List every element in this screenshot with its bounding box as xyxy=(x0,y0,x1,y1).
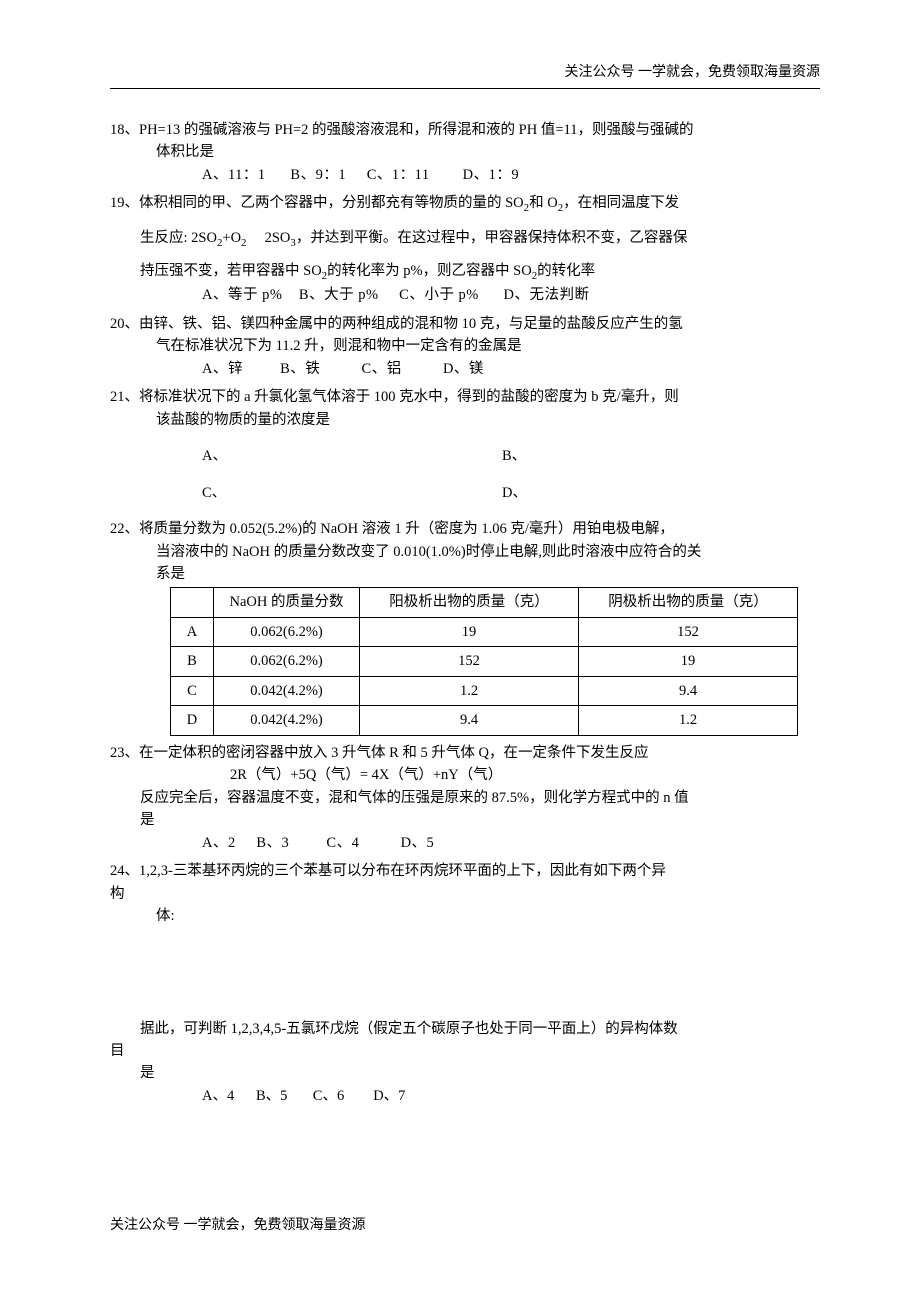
q19-l3-mid: 的转化率为 p%，则乙容器中 SO xyxy=(327,263,532,279)
q21-line2: 该盐酸的物质的量的浓度是 xyxy=(110,409,820,431)
th-3: 阴极析出物的质量（克） xyxy=(579,588,798,617)
q19-l2-m2: 2SO xyxy=(246,230,290,246)
q19-l3-post: 的转化率 xyxy=(537,263,595,279)
cell: C xyxy=(171,676,214,705)
cell: 1.2 xyxy=(579,706,798,735)
q21-opt-c: C、 xyxy=(202,482,502,504)
q18-line2: 体积比是 xyxy=(110,141,820,163)
question-24: 24、1,2,3-三苯基环丙烷的三个苯基可以分布在环丙烷环平面的上下，因此有如下… xyxy=(110,860,820,1107)
question-18: 18、PH=13 的强碱溶液与 PH=2 的强酸溶液混和，所得混和液的 PH 值… xyxy=(110,119,820,186)
q20-line2: 气在标准状况下为 11.2 升，则混和物中一定含有的金属是 xyxy=(110,335,820,357)
question-20: 20、由锌、铁、铝、镁四种金属中的两种组成的混和物 10 克，与足量的盐酸反应产… xyxy=(110,313,820,380)
table-row: B 0.062(6.2%) 152 19 xyxy=(171,647,798,676)
q19-line3: 持压强不变，若甲容器中 SO2的转化率为 p%，则乙容器中 SO2的转化率 xyxy=(110,260,820,285)
cell: 152 xyxy=(360,647,579,676)
q20-line1: 20、由锌、铁、铝、镁四种金属中的两种组成的混和物 10 克，与足量的盐酸反应产… xyxy=(110,313,820,335)
cell: 152 xyxy=(579,617,798,646)
cell: 0.042(4.2%) xyxy=(214,676,360,705)
q19-line2: 生反应: 2SO2+O2 2SO3，并达到平衡。在这过程中，甲容器保持体积不变，… xyxy=(110,227,820,252)
cell: 0.062(6.2%) xyxy=(214,617,360,646)
q22-table: NaOH 的质量分数 阳极析出物的质量（克） 阴极析出物的质量（克） A 0.0… xyxy=(170,587,798,735)
page-footer: 关注公众号 一学就会，免费领取海量资源 xyxy=(110,1215,366,1237)
q21-opt-b: B、 xyxy=(502,445,802,467)
cell: 19 xyxy=(360,617,579,646)
q18-line1: 18、PH=13 的强碱溶液与 PH=2 的强酸溶液混和，所得混和液的 PH 值… xyxy=(110,119,820,141)
cell: 0.042(4.2%) xyxy=(214,706,360,735)
header-rule xyxy=(110,88,820,89)
question-21: 21、将标准状况下的 a 升氯化氢气体溶于 100 克水中，得到的盐酸的密度为 … xyxy=(110,386,820,504)
q24-line1: 24、1,2,3-三苯基环丙烷的三个苯基可以分布在环丙烷环平面的上下，因此有如下… xyxy=(110,860,820,882)
cell: 0.062(6.2%) xyxy=(214,647,360,676)
question-23: 23、在一定体积的密闭容器中放入 3 升气体 R 和 5 升气体 Q，在一定条件… xyxy=(110,742,820,854)
q19-line1: 19、体积相同的甲、乙两个容器中，分别都充有等物质的量的 SO2和 O2，在相同… xyxy=(110,192,820,217)
q21-row-ab: A、 B、 xyxy=(110,445,820,467)
q23-line4: 是 xyxy=(110,809,820,831)
q19-l1-post: ，在相同温度下发 xyxy=(563,195,679,211)
cell: 1.2 xyxy=(360,676,579,705)
th-0 xyxy=(171,588,214,617)
th-1: NaOH 的质量分数 xyxy=(214,588,360,617)
page-header: 关注公众号 一学就会，免费领取海量资源 xyxy=(110,62,820,88)
q24-line1b: 构 xyxy=(110,883,820,905)
q19-l2-pre: 生反应: 2SO xyxy=(140,230,217,246)
q24-line2: 体: xyxy=(110,905,820,927)
q23-line1: 23、在一定体积的密闭容器中放入 3 升气体 R 和 5 升气体 Q，在一定条件… xyxy=(110,742,820,764)
cell: 19 xyxy=(579,647,798,676)
cell: 9.4 xyxy=(579,676,798,705)
q21-opt-d: D、 xyxy=(502,482,802,504)
q21-line1: 21、将标准状况下的 a 升氯化氢气体溶于 100 克水中，得到的盐酸的密度为 … xyxy=(110,386,820,408)
q22-line2: 当溶液中的 NaOH 的质量分数改变了 0.010(1.0%)时停止电解,则此时… xyxy=(110,541,820,563)
question-22: 22、将质量分数为 0.052(5.2%)的 NaOH 溶液 1 升（密度为 1… xyxy=(110,518,820,736)
q20-options: A、锌 B、铁 C、铝 D、镁 xyxy=(110,358,820,380)
q21-opt-a: A、 xyxy=(202,445,502,467)
cell: D xyxy=(171,706,214,735)
table-row: A 0.062(6.2%) 19 152 xyxy=(171,617,798,646)
table-row: C 0.042(4.2%) 1.2 9.4 xyxy=(171,676,798,705)
q22-line3: 系是 xyxy=(110,563,820,585)
q19-l3-pre: 持压强不变，若甲容器中 SO xyxy=(140,263,322,279)
question-19: 19、体积相同的甲、乙两个容器中，分别都充有等物质的量的 SO2和 O2，在相同… xyxy=(110,192,820,307)
q23-line3: 反应完全后，容器温度不变，混和气体的压强是原来的 87.5%，则化学方程式中的 … xyxy=(110,787,820,809)
cell: A xyxy=(171,617,214,646)
cell: 9.4 xyxy=(360,706,579,735)
table-header-row: NaOH 的质量分数 阳极析出物的质量（克） 阴极析出物的质量（克） xyxy=(171,588,798,617)
q23-line2: 2R（气）+5Q（气）= 4X（气）+nY（气） xyxy=(110,764,820,786)
q24-options: A、4 B、5 C、6 D、7 xyxy=(110,1085,820,1107)
q19-l2-m1: +O xyxy=(222,230,241,246)
th-2: 阳极析出物的质量（克） xyxy=(360,588,579,617)
q23-options: A、2 B、3 C、4 D、5 xyxy=(110,832,820,854)
cell: B xyxy=(171,647,214,676)
q18-options: A、11：1 B、9：1 C、1：11 D、1：9 xyxy=(110,164,820,186)
q22-line1: 22、将质量分数为 0.052(5.2%)的 NaOH 溶液 1 升（密度为 1… xyxy=(110,518,820,540)
q21-row-cd: C、 D、 xyxy=(110,482,820,504)
q19-options: A、等于 p% B、大于 p% C、小于 p% D、无法判断 xyxy=(110,284,820,306)
q24-line3: 据此，可判断 1,2,3,4,5-五氯环戊烷（假定五个碳原子也处于同一平面上）的… xyxy=(110,1018,820,1040)
q19-l1-pre: 19、体积相同的甲、乙两个容器中，分别都充有等物质的量的 SO xyxy=(110,195,524,211)
q19-l1-mid: 和 O xyxy=(529,195,558,211)
table-row: D 0.042(4.2%) 9.4 1.2 xyxy=(171,706,798,735)
q19-l2-post: ，并达到平衡。在这过程中，甲容器保持体积不变，乙容器保 xyxy=(296,230,688,246)
q24-line3b: 目 xyxy=(110,1040,820,1062)
q24-line4: 是 xyxy=(110,1062,820,1084)
